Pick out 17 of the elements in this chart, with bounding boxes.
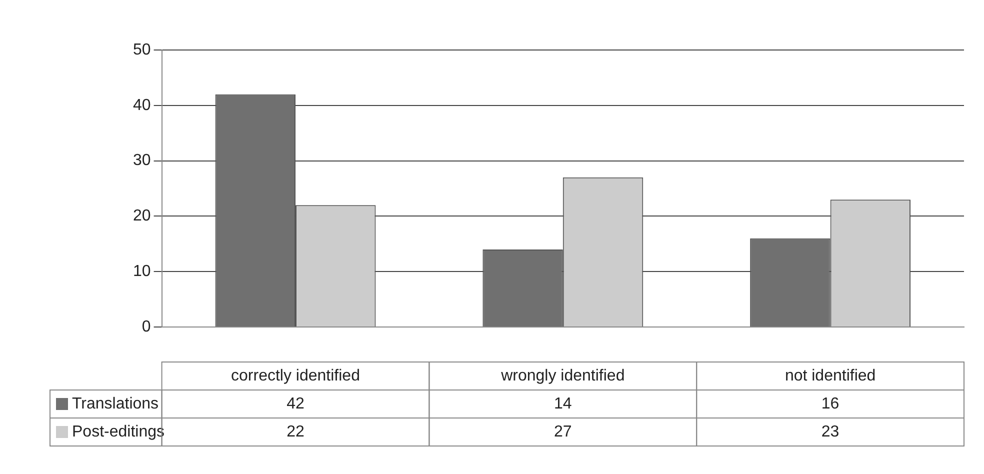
y-tick-label: 50: [133, 41, 151, 58]
data-label: 42: [286, 395, 304, 412]
data-label: 22: [286, 423, 304, 440]
x-tick-label: wrongly identified: [500, 367, 625, 384]
x-tick-label: correctly identified: [231, 367, 360, 384]
y-tick-label: 20: [133, 208, 151, 225]
data-label: 14: [554, 395, 572, 412]
legend-label: Translations: [72, 395, 159, 412]
legend-label: Post-editings: [72, 423, 164, 440]
data-label: 16: [821, 395, 840, 412]
data-label: 23: [821, 423, 840, 440]
y-tick-label: 0: [142, 318, 151, 336]
y-tick-label: 30: [133, 152, 151, 170]
data-label: 27: [554, 423, 572, 440]
y-tick-label: 10: [133, 263, 151, 280]
y-tick-label: 40: [133, 96, 151, 114]
x-tick-label: not identified: [784, 367, 876, 384]
